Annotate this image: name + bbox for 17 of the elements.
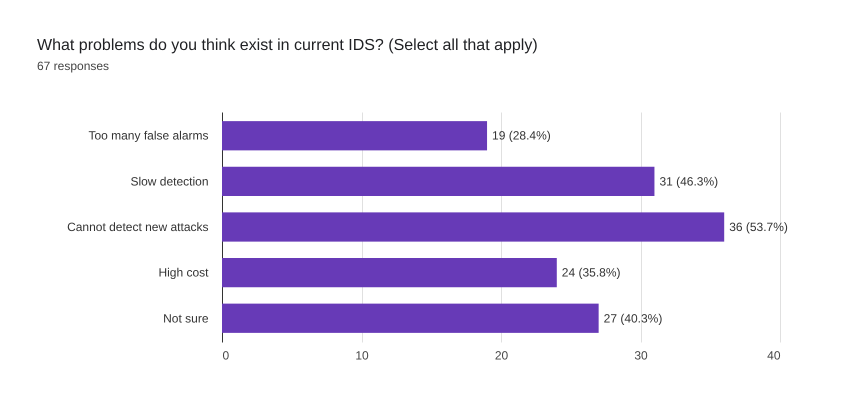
x-tick-label: 0 xyxy=(222,348,230,362)
data-label: 24 (35.8%) xyxy=(562,266,621,280)
data-label: 31 (46.3%) xyxy=(659,174,718,188)
x-tick-label: 30 xyxy=(634,348,648,362)
y-tick-label: Cannot detect new attacks xyxy=(67,220,208,234)
text: 67 responses xyxy=(37,59,110,73)
x-tick-label: 40 xyxy=(767,348,781,362)
y-tick-label: Not sure xyxy=(163,311,209,326)
data-label: 27 (40.3%) xyxy=(604,311,662,326)
data-label: 19 (28.4%) xyxy=(492,128,551,143)
x-tick-label: 20 xyxy=(494,348,508,362)
y-tick-label: Slow detection xyxy=(130,174,208,188)
y-tick-label: Too many false alarms xyxy=(88,128,208,143)
x-tick-label: 10 xyxy=(355,348,369,362)
chart-title: What problems do you think exist in current IDS? (Select all that apply) xyxy=(37,37,538,54)
data-label: 36 (53.7%) xyxy=(729,220,788,234)
y-tick-label: High cost xyxy=(158,266,210,280)
